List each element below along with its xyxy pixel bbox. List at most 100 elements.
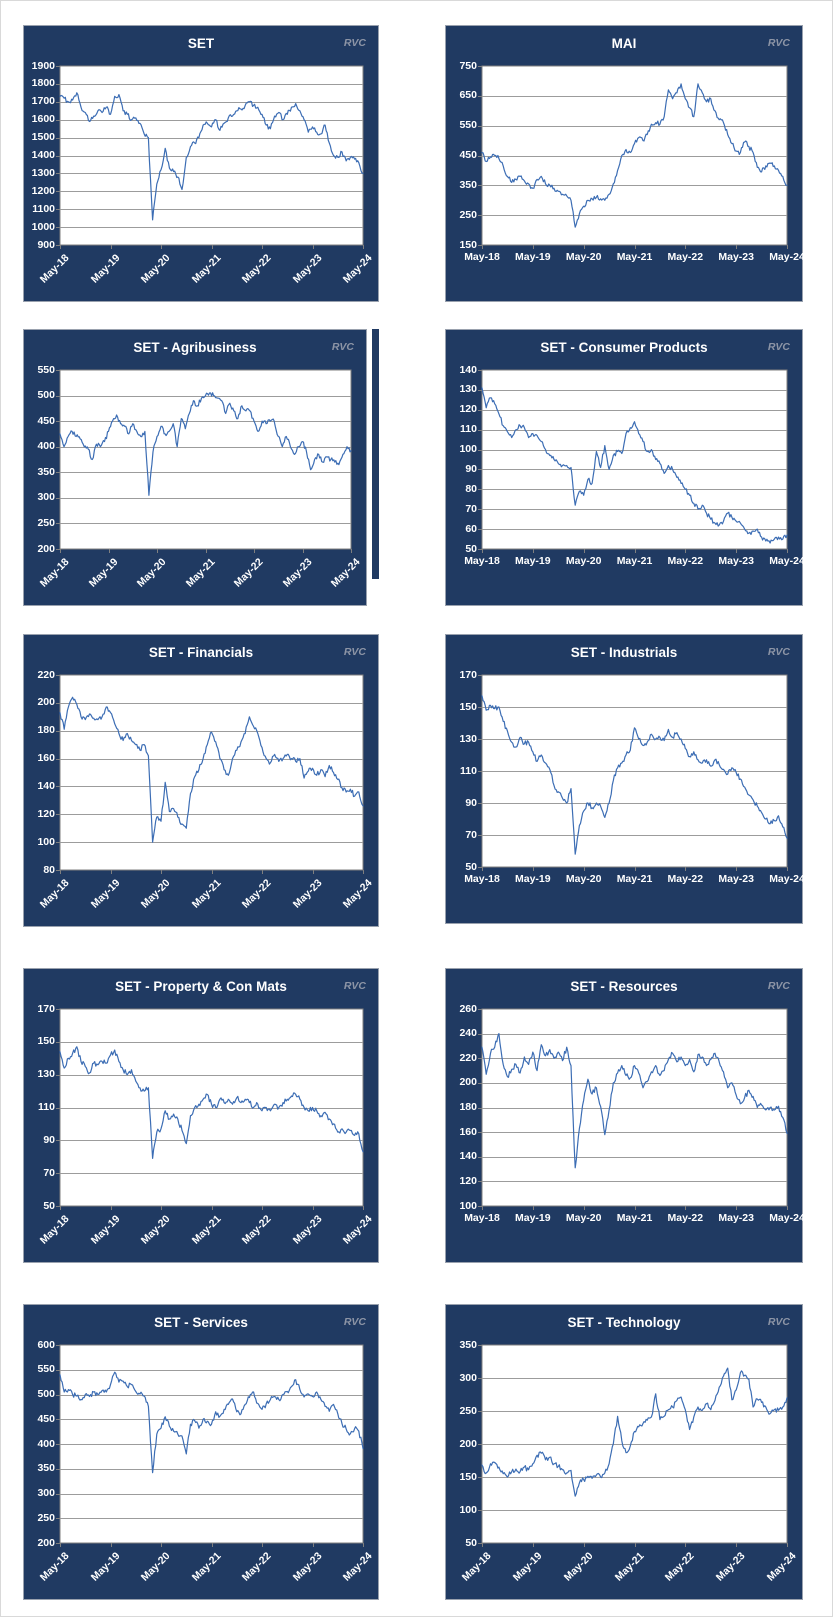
- y-axis-label: 70: [465, 828, 477, 841]
- y-axis-label: 110: [460, 764, 477, 777]
- x-axis-label: May-24: [769, 251, 805, 263]
- rvc-watermark: RVC: [767, 980, 790, 992]
- price-line: [59, 92, 364, 221]
- x-axis-label: May-19: [514, 1212, 551, 1224]
- y-axis-label: 90: [43, 1133, 55, 1146]
- y-axis-label: 300: [459, 1371, 477, 1384]
- x-axis-label: May-23: [718, 1212, 754, 1224]
- y-axis-label: 160: [37, 752, 55, 765]
- y-axis-label: 1400: [31, 149, 55, 161]
- price-line: [59, 1046, 364, 1159]
- y-axis-label: 150: [37, 1035, 55, 1048]
- chart-set-financials: SET - Financials RVC 220 200 180 160 140 120 100…: [23, 634, 379, 927]
- y-axis-label: 70: [465, 502, 477, 515]
- y-axis-label: 130: [459, 383, 477, 396]
- y-axis-label: 120: [459, 1174, 477, 1187]
- y-axis-label: 750: [459, 59, 477, 72]
- stray-vertical-bar: [372, 329, 379, 579]
- y-axis-label: 200: [37, 1536, 55, 1549]
- gridlines: [482, 390, 787, 530]
- gridlines: [482, 707, 787, 836]
- y-axis-label: 260: [459, 1002, 477, 1015]
- y-axis-label: 250: [37, 1511, 55, 1524]
- x-axis-label: May-19: [514, 873, 551, 885]
- rvc-watermark: RVC: [767, 341, 790, 353]
- y-axis-label: 80: [465, 482, 477, 495]
- chart-canvas: [56, 65, 364, 249]
- chart-title: SET - Resources: [570, 979, 678, 994]
- y-axis-label: 500: [37, 389, 55, 402]
- price-line: [59, 392, 352, 496]
- y-axis-label: 300: [37, 1487, 55, 1499]
- rvc-watermark: RVC: [343, 1316, 366, 1328]
- y-axis-label: 550: [37, 1363, 55, 1376]
- chart-mai: MAI RVC 750 650 550 450 350 250 150 May-18 May-19 M…: [445, 25, 805, 302]
- y-axis-label: 1700: [31, 95, 55, 108]
- y-axis-label: 60: [465, 522, 477, 535]
- y-axis-label: 1200: [31, 184, 55, 197]
- chart-set-services: SET - Services RVC 600 550 500 450 400 350 300 25…: [23, 1304, 379, 1600]
- price-line: [481, 695, 788, 855]
- y-axis-label: 130: [37, 1068, 55, 1081]
- y-axis-label: 180: [459, 1101, 477, 1113]
- chart-title: SET - Industrials: [570, 645, 678, 660]
- y-axis-label: 100: [459, 1199, 477, 1212]
- chart-canvas: [56, 1008, 364, 1210]
- y-axis-label: 200: [459, 1437, 477, 1450]
- chart-title: SET - Property & Con Mats: [115, 979, 287, 994]
- chart-canvas: [478, 369, 788, 553]
- axis-ticks: [56, 675, 364, 874]
- axis-ticks: [56, 370, 352, 553]
- y-axis-label: 450: [37, 1412, 55, 1425]
- y-axis-label: 400: [37, 440, 55, 453]
- axis-ticks: [478, 66, 788, 249]
- chart-canvas: [56, 369, 352, 553]
- chart-title: SET - Agribusiness: [133, 340, 257, 355]
- rvc-watermark: RVC: [343, 646, 366, 658]
- plot-area: [481, 65, 788, 246]
- gridlines: [60, 1042, 363, 1174]
- chart-title: SET - Services: [154, 1315, 248, 1330]
- y-axis-label: 50: [43, 1199, 55, 1212]
- y-axis-label: 1300: [31, 166, 55, 179]
- plot-area: [59, 65, 364, 246]
- chart-title: SET - Technology: [567, 1315, 681, 1330]
- plot-area: [59, 369, 352, 550]
- x-axis-label: May-24: [769, 1212, 805, 1224]
- y-axis-label: 220: [37, 668, 55, 681]
- y-axis-label: 120: [37, 807, 55, 820]
- y-axis-label: 250: [459, 208, 477, 221]
- y-axis-label: 1000: [31, 220, 55, 233]
- y-axis-label: 300: [37, 491, 55, 504]
- chart-canvas: [478, 674, 788, 871]
- chart-set-resources: SET - Resources RVC 260 240 220 200 180 160 140 1…: [445, 968, 805, 1263]
- y-axis-label: 220: [459, 1051, 477, 1064]
- axis-ticks: [56, 1345, 364, 1547]
- y-axis-label: 550: [459, 119, 477, 132]
- y-axis-label: 90: [465, 462, 477, 475]
- chart-title: SET: [187, 36, 215, 51]
- y-axis-label: 1900: [31, 59, 55, 72]
- x-axis-label: May-22: [667, 873, 704, 885]
- y-axis-label: 240: [459, 1027, 477, 1040]
- x-axis-label: May-20: [565, 873, 602, 885]
- chart-title: MAI: [611, 36, 637, 51]
- price-line: [59, 1371, 364, 1474]
- y-axis-label: 110: [460, 423, 477, 436]
- chart-set-consumer-products: SET - Consumer Products RVC 140 130 120 110 10…: [445, 329, 805, 606]
- axis-ticks: [478, 1009, 788, 1210]
- y-axis-label: 550: [37, 363, 55, 376]
- y-axis-label: 150: [459, 700, 477, 713]
- y-axis-label: 1100: [32, 202, 55, 215]
- y-axis-label: 140: [459, 363, 477, 376]
- gridlines: [60, 84, 363, 228]
- price-line: [481, 387, 788, 544]
- rvc-watermark: RVC: [767, 37, 790, 49]
- rvc-watermark: RVC: [331, 341, 354, 353]
- axis-ticks: [478, 1345, 788, 1547]
- y-axis-label: 80: [43, 863, 55, 876]
- y-axis-label: 50: [465, 860, 477, 873]
- price-line: [481, 1032, 788, 1169]
- rvc-watermark: RVC: [343, 980, 366, 992]
- plot-area: [481, 1008, 788, 1207]
